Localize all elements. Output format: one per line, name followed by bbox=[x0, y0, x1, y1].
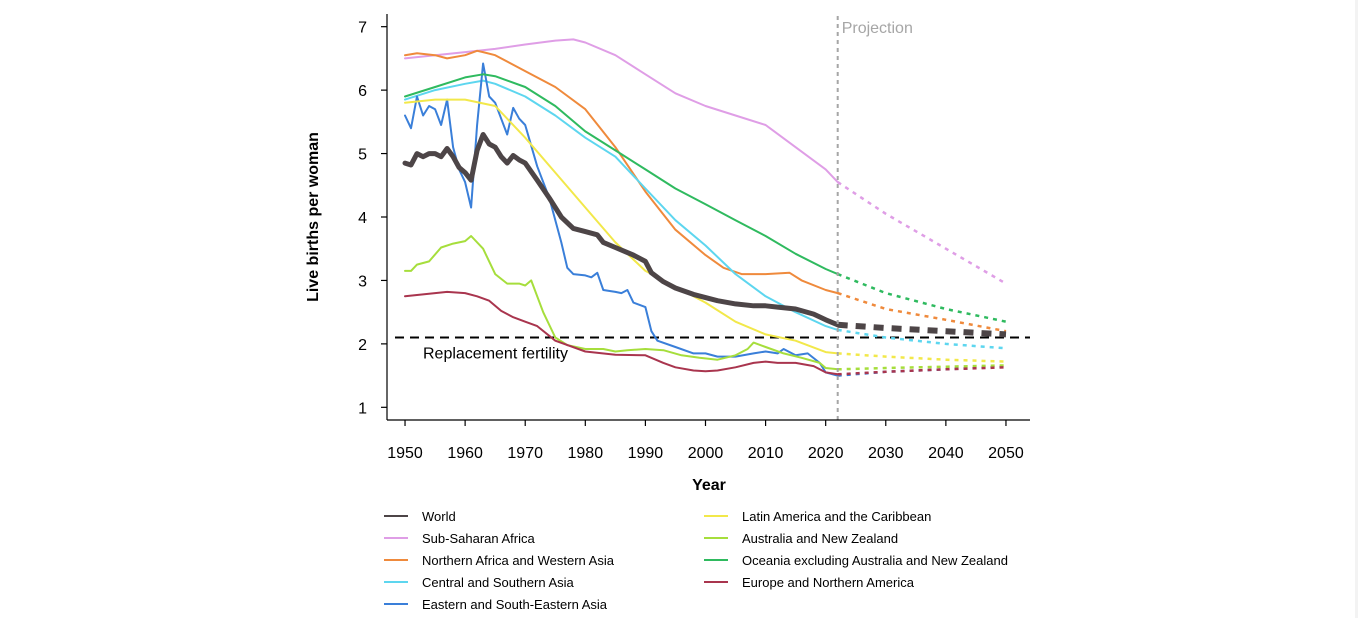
x-tick-label-2050: 2050 bbox=[988, 445, 1024, 462]
x-tick-label-1960: 1960 bbox=[447, 445, 483, 462]
series-line-sub-saharan-africa bbox=[404, 38, 839, 184]
legend-swatch bbox=[384, 603, 408, 605]
series-line-eastern-and-south-eastern-asia bbox=[404, 62, 839, 377]
projection-line-world bbox=[837, 321, 1007, 338]
y-tick-label-7: 7 bbox=[358, 20, 367, 37]
x-tick-label-2020: 2020 bbox=[808, 445, 844, 462]
legend-label: Northern Africa and Western Asia bbox=[422, 552, 614, 568]
x-tick-label-2010: 2010 bbox=[748, 445, 784, 462]
projection-line-oceania-excluding-australia-and-new-zealand bbox=[837, 272, 1007, 323]
legend-label: Central and Southern Asia bbox=[422, 574, 574, 590]
x-axis-title: Year bbox=[692, 477, 726, 494]
legend-label: Sub-Saharan Africa bbox=[422, 530, 535, 546]
series-line-latin-america-and-the-caribbean bbox=[404, 98, 839, 355]
legend: World Sub-Saharan Africa Northern Africa a… bbox=[384, 506, 1084, 618]
x-tick-label-1970: 1970 bbox=[507, 445, 543, 462]
series-line-central-and-southern-asia bbox=[404, 79, 839, 331]
legend-swatch bbox=[384, 581, 408, 583]
x-tick-label-2000: 2000 bbox=[688, 445, 724, 462]
legend-item-central-and-southern-asia: Central and Southern Asia bbox=[384, 572, 574, 592]
series-line-australia-and-new-zealand bbox=[404, 235, 839, 371]
y-axis-title: Live births per woman bbox=[305, 132, 322, 302]
legend-item-eastern-and-south-eastern-asia: Eastern and South-Eastern Asia bbox=[384, 594, 607, 614]
y-tick-label-4: 4 bbox=[358, 210, 367, 227]
y-tick-label-3: 3 bbox=[358, 273, 367, 290]
legend-label: World bbox=[422, 508, 456, 524]
legend-item-world: World bbox=[384, 506, 456, 526]
projection-line-northern-africa-and-western-asia bbox=[837, 291, 1007, 333]
legend-swatch bbox=[384, 515, 408, 517]
series-line-europe-and-northern-america bbox=[404, 290, 839, 376]
x-tick-label-2040: 2040 bbox=[928, 445, 964, 462]
y-tick-label-5: 5 bbox=[358, 147, 367, 164]
x-tick-label-1990: 1990 bbox=[628, 445, 664, 462]
legend-label: Eastern and South-Eastern Asia bbox=[422, 596, 608, 612]
x-tick-label-1950: 1950 bbox=[387, 445, 423, 462]
legend-item-europe-and-northern-america: Europe and Northern America bbox=[704, 572, 914, 592]
legend-swatch bbox=[384, 559, 408, 561]
legend-swatch bbox=[704, 515, 728, 517]
axes: 1 2 3 4 5 6 7 1950 1960 1970 1980 1990 2000 2010 2020 2… bbox=[358, 14, 1030, 462]
projection-line-sub-saharan-africa bbox=[837, 181, 1007, 285]
legend-label: Latin America and the Caribbean bbox=[742, 508, 932, 524]
series-line-oceania-excluding-australia-and-new-zealand bbox=[404, 73, 839, 276]
legend-swatch bbox=[384, 537, 408, 539]
legend-item-northern-africa-and-western-asia: Northern Africa and Western Asia bbox=[384, 550, 614, 570]
projection-label: Projection bbox=[842, 20, 913, 37]
legend-swatch bbox=[704, 581, 728, 583]
page-edge bbox=[1355, 0, 1358, 618]
legend-item-sub-saharan-africa: Sub-Saharan Africa bbox=[384, 528, 535, 548]
x-tick-label-2030: 2030 bbox=[868, 445, 904, 462]
projection-line-latin-america-and-the-caribbean bbox=[837, 352, 1007, 363]
series-line-northern-africa-and-western-asia bbox=[404, 49, 839, 295]
projection-line-central-and-southern-asia bbox=[837, 328, 1007, 350]
plot-marks bbox=[395, 16, 1030, 420]
projection-line-europe-and-northern-america bbox=[837, 366, 1007, 376]
legend-item-australia-and-new-zealand: Australia and New Zealand bbox=[704, 528, 898, 548]
series-line-world bbox=[402, 132, 841, 328]
x-tick-label-1980: 1980 bbox=[568, 445, 604, 462]
projection-line-australia-and-new-zealand bbox=[837, 364, 1007, 371]
legend-label: Oceania excluding Australia and New Zeal… bbox=[742, 552, 1008, 568]
replacement-fertility-label: Replacement fertility bbox=[423, 346, 568, 363]
y-tick-label-2: 2 bbox=[358, 337, 367, 354]
legend-item-oceania-excluding-australia-and-new-zealand: Oceania excluding Australia and New Zeal… bbox=[704, 550, 1008, 570]
y-tick-label-6: 6 bbox=[358, 83, 367, 100]
legend-item-latin-america-and-the-caribbean: Latin America and the Caribbean bbox=[704, 506, 931, 526]
y-tick-label-1: 1 bbox=[358, 400, 367, 417]
legend-swatch bbox=[704, 537, 728, 539]
legend-label: Europe and Northern America bbox=[742, 574, 914, 590]
legend-label: Australia and New Zealand bbox=[742, 530, 899, 546]
legend-swatch bbox=[704, 559, 728, 561]
